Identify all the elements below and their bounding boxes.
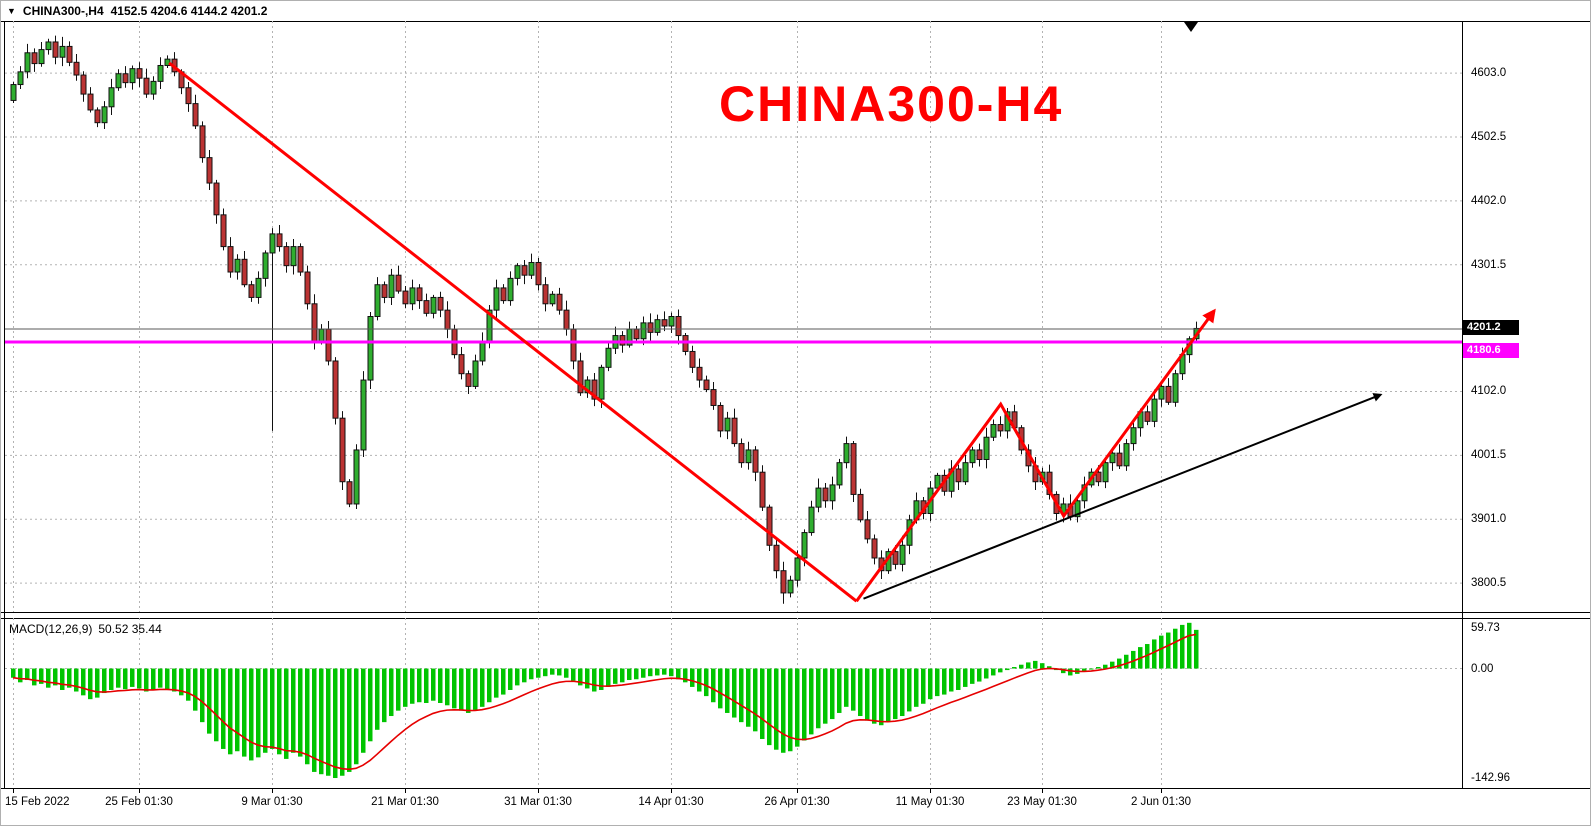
time-axis-label: 25 Feb 01:30 [105,796,173,808]
chart-left-border [4,21,5,788]
price-axis-label: 3800.5 [1471,577,1507,590]
macd-axis-label: 0.00 [1471,662,1494,675]
macd-canvas[interactable] [5,618,1462,788]
time-tick-mark [272,789,273,793]
hline-price-badge: 4180.6 [1463,342,1519,358]
time-tick-mark [405,789,406,793]
price-axis-label: 4502.5 [1471,130,1507,143]
chart-title-annotation[interactable]: CHINA300-H4 [719,76,1064,132]
ohlc-values: 4152.5 4204.6 4144.2 4201.2 [110,4,268,18]
chart-info-bar: ▼ CHINA300-,H4 4152.5 4204.6 4144.2 4201… [7,1,267,21]
macd-chart[interactable] [5,618,1462,788]
zigzag-arrow[interactable] [855,308,1216,603]
price-axis-label: 4402.0 [1471,194,1507,207]
time-tick-mark [930,789,931,793]
time-tick-mark [538,789,539,793]
price-axis-label: 4603.0 [1471,67,1507,80]
main-panel-top-border [1,21,1590,22]
time-axis-label: 31 Mar 01:30 [504,796,572,808]
time-axis[interactable]: 15 Feb 2022 25 Feb 01:30 9 Mar 01:30 21 Mar… [1,789,1590,823]
time-axis-label: 26 Apr 01:30 [764,796,830,808]
current-price-badge: 4201.2 [1463,320,1519,336]
time-tick-mark [1042,789,1043,793]
uptrend-arrow[interactable] [863,393,1383,600]
symbol-label: CHINA300-,H4 [22,4,104,18]
macd-panel-bottom-border [1,788,1590,789]
time-axis-label: 2 Jun 01:30 [1130,796,1192,808]
time-axis-label: 11 May 01:30 [895,796,965,808]
macd-values: 50.52 35.44 [98,622,162,636]
price-axis-label: 3901.0 [1471,513,1507,526]
main-panel-bottom-border[interactable] [1,612,1590,613]
time-axis-label: 14 Apr 01:30 [638,796,704,808]
macd-name: MACD(12,26,9) [9,622,93,636]
time-axis-label: 21 Mar 01:30 [371,796,439,808]
symbol-dropdown-icon[interactable]: ▼ [7,5,16,16]
time-tick-mark [671,789,672,793]
macd-panel-top-border[interactable] [1,618,1590,619]
price-axis-border [1462,21,1463,788]
time-axis-label: 15 Feb 2022 [5,796,70,808]
downtrend-line[interactable] [168,61,858,603]
time-tick-mark [797,789,798,793]
time-axis-label: 23 May 01:30 [1007,796,1077,808]
time-axis-label: 9 Mar 01:30 [241,796,303,808]
time-tick-mark [139,789,140,793]
price-axis-label: 4102.0 [1471,385,1507,398]
time-tick-mark [1161,789,1162,793]
time-tick-mark [13,789,14,793]
price-axis-label: 4301.5 [1471,258,1507,271]
macd-axis-label: -142.96 [1471,772,1511,784]
candlestick-chart[interactable] [5,21,1462,612]
chart-shift-marker-icon[interactable] [1184,22,1198,32]
price-chart-canvas[interactable] [5,21,1462,612]
price-axis-label: 4001.5 [1471,449,1507,462]
macd-axis-label: 59.73 [1471,622,1500,634]
macd-indicator-label: MACD(12,26,9) 50.52 35.44 [9,622,162,636]
